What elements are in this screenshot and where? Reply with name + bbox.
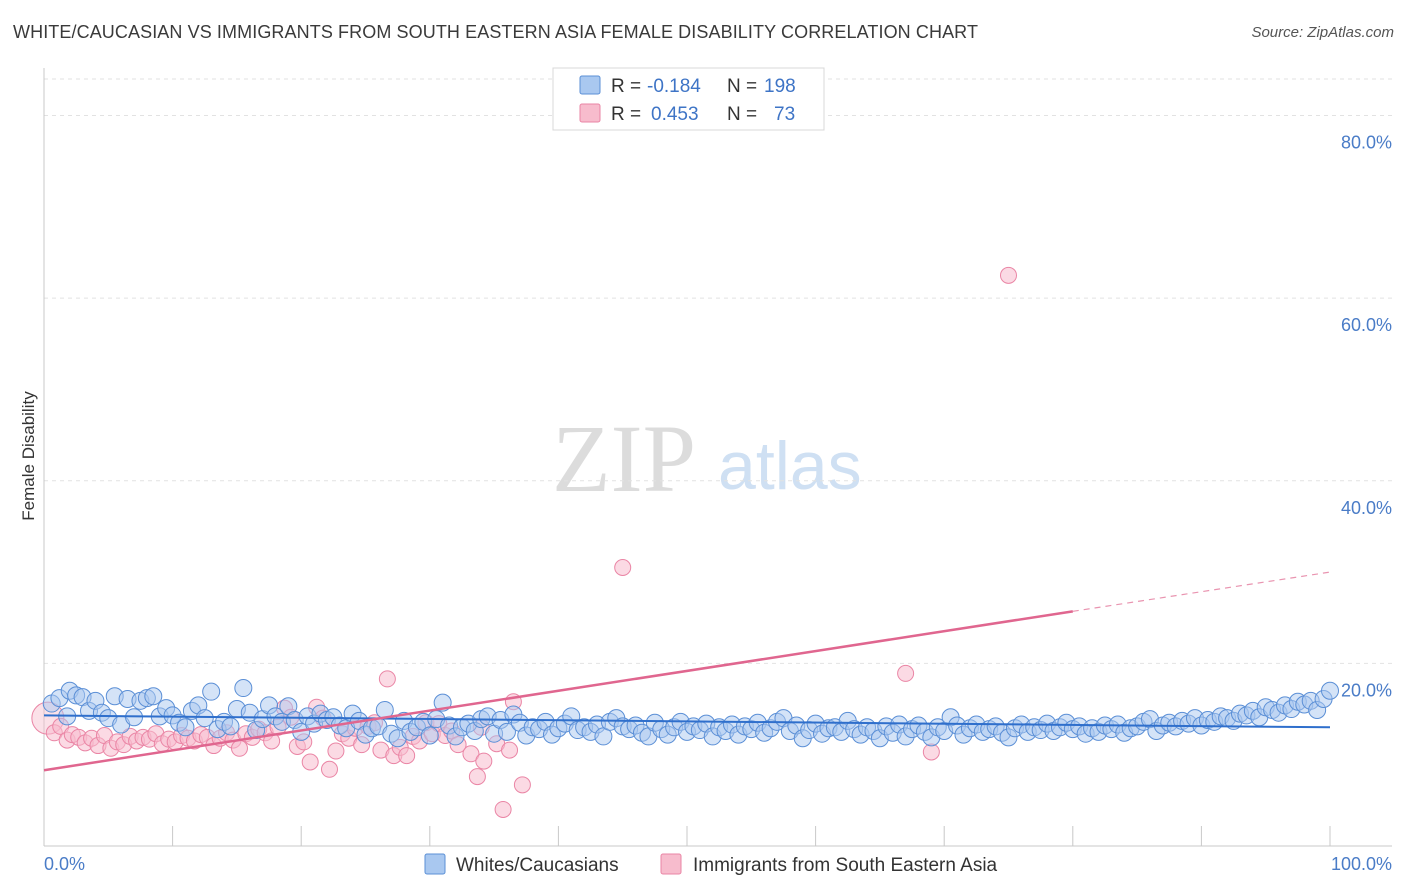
y-tick-label-0: 20.0% — [1341, 680, 1392, 700]
legend-r-value-immigrants: 0.453 — [651, 104, 699, 125]
bottom-legend-label-whites: Whites/Caucasians — [456, 855, 619, 876]
y-tick-labels: 20.0% 40.0% 60.0% 80.0% — [1341, 133, 1392, 701]
legend-n-value-whites: 198 — [764, 76, 796, 97]
legend-n-label-whites: N = — [727, 76, 757, 97]
stats-legend: R = -0.184 N = 198 R = 0.453 N = 73 — [552, 67, 825, 131]
watermark-atlas: atlas — [718, 428, 862, 504]
y-tick-label-3: 80.0% — [1341, 133, 1392, 153]
whites-point-16 — [144, 687, 163, 706]
chart-title: WHITE/CAUCASIAN VS IMMIGRANTS FROM SOUTH… — [13, 22, 979, 42]
immigrants-point-41 — [301, 753, 319, 771]
trend-line-whites — [43, 714, 1331, 729]
y-axis-title: Female Disability — [19, 391, 38, 521]
whites-point-21 — [176, 718, 195, 737]
legend-n-value-immigrants: 73 — [774, 104, 795, 125]
immigrants-point-66 — [468, 768, 486, 786]
immigrants-point-74 — [1000, 266, 1017, 284]
immigrants-point-73 — [922, 743, 940, 761]
immigrants-point-67 — [475, 752, 493, 770]
legend-r-label-whites: R = — [611, 76, 641, 97]
whites-point-24 — [195, 709, 214, 728]
immigrants-point-70 — [501, 741, 519, 759]
whites-point-30 — [234, 679, 253, 698]
immigrants-point-53 — [378, 670, 396, 688]
x-ticks — [43, 826, 1331, 846]
whites-point-59 — [420, 726, 439, 745]
immigrants-point-44 — [320, 760, 338, 778]
chart-source: Source: ZipAtlas.com — [1251, 24, 1394, 41]
bottom-legend-swatch-immigrants — [660, 853, 682, 875]
immigrants-point-35 — [263, 732, 281, 750]
trend-line-immigrants-extension — [1072, 571, 1331, 612]
whites-point-71 — [497, 722, 516, 741]
bottom-legend-swatch-whites — [424, 853, 446, 875]
whites-point-28 — [221, 717, 240, 736]
immigrants-point-72 — [614, 559, 632, 577]
y-tick-label-1: 40.0% — [1341, 498, 1392, 518]
immigrants-point-65 — [462, 745, 480, 763]
legend-r-label-immigrants: R = — [611, 104, 641, 125]
watermark-zip: ZIP — [552, 405, 696, 512]
legend-n-label-immigrants: N = — [727, 104, 757, 125]
immigrants-point-71 — [513, 776, 531, 794]
y-tick-label-2: 60.0% — [1341, 315, 1392, 335]
immigrants-point-75 — [897, 664, 915, 682]
immigrants-point-69 — [494, 800, 512, 818]
series-legend: Whites/Caucasians Immigrants from South … — [424, 853, 998, 876]
legend-swatch-immigrants — [579, 103, 601, 123]
bottom-legend-label-immigrants: Immigrants from South Eastern Asia — [693, 855, 998, 876]
immigrants-point-30 — [230, 739, 248, 757]
immigrants-point-56 — [398, 747, 416, 765]
whites-point-25 — [202, 682, 221, 701]
legend-r-value-whites: -0.184 — [647, 76, 701, 97]
whites-point-199 — [1321, 681, 1339, 700]
immigrants-point-45 — [327, 742, 345, 760]
gridlines — [44, 78, 1392, 664]
x-tick-label-max: 100.0% — [1331, 854, 1392, 874]
legend-swatch-whites — [579, 75, 601, 95]
series-whites-points — [42, 679, 1339, 748]
trend-line-immigrants — [43, 610, 1073, 772]
x-tick-label-min: 0.0% — [44, 854, 85, 874]
trend-lines — [43, 571, 1331, 772]
